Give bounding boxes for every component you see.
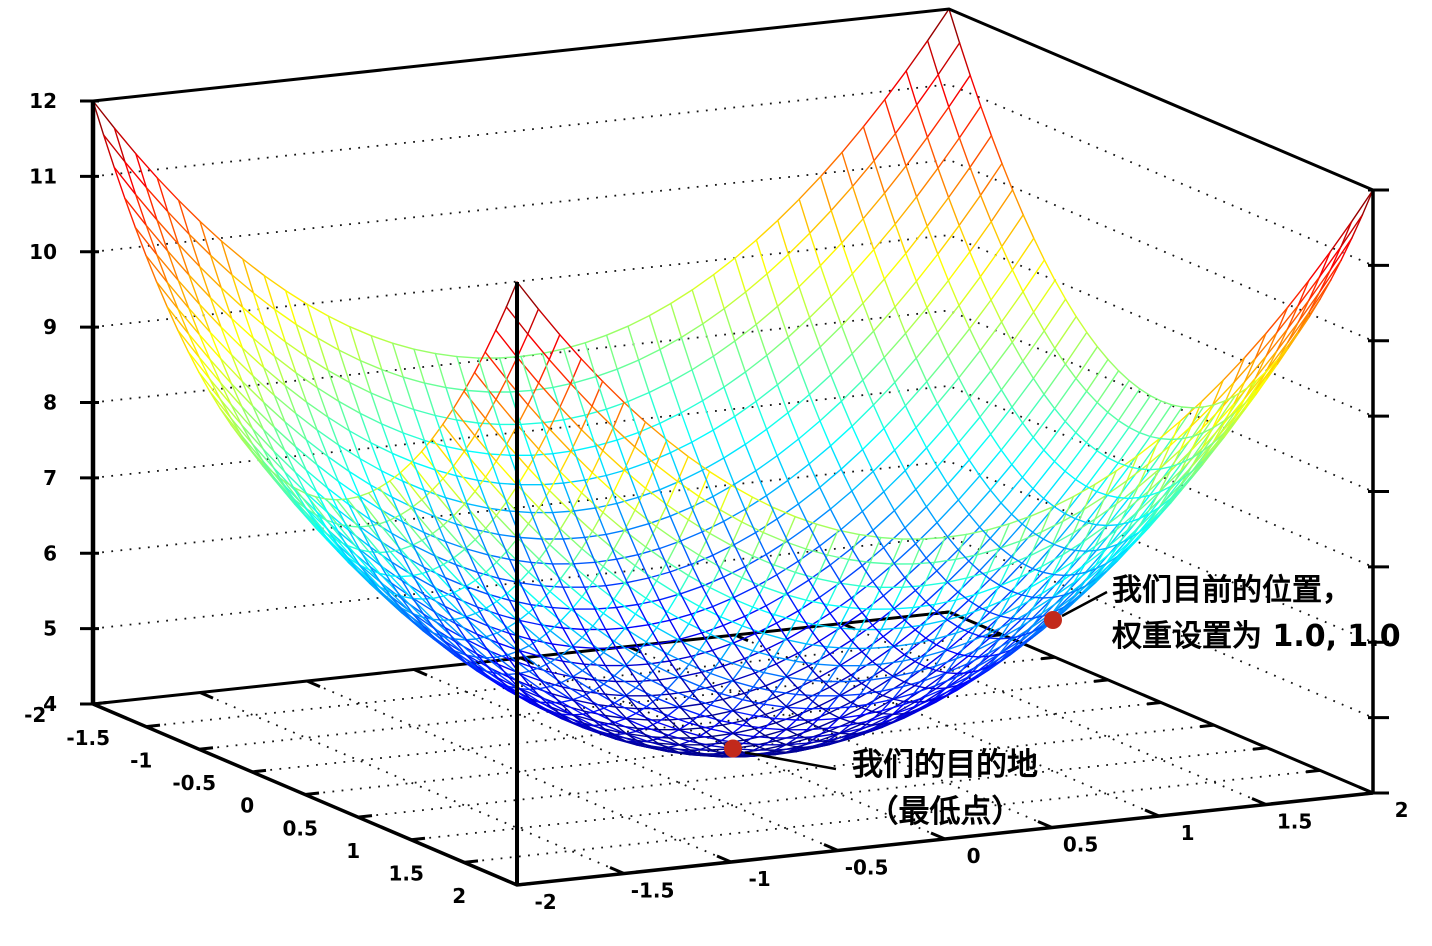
x-tick-label: -1 bbox=[130, 749, 152, 773]
x-tick-label: 1 bbox=[346, 839, 360, 863]
annotation-destination-line2: （最低点） bbox=[867, 794, 1023, 830]
leader-line-destination bbox=[744, 751, 837, 771]
z-tick-label: 12 bbox=[29, 89, 57, 113]
annotation-current-position: 我们目前的位置， 权重设置为 1.0, 1.0 bbox=[1112, 568, 1401, 660]
z-tick-label: 8 bbox=[43, 391, 57, 415]
z-tick-label: 6 bbox=[43, 541, 57, 565]
z-tick-label: 7 bbox=[43, 466, 57, 490]
y-tick-label: 0.5 bbox=[1063, 833, 1098, 857]
annotation-destination-line1: 我们的目的地 bbox=[852, 747, 1038, 783]
annotation-current-line2: 权重设置为 1.0, 1.0 bbox=[1112, 619, 1401, 654]
y-tick-label: -1 bbox=[748, 867, 770, 891]
x-tick-label: 0 bbox=[240, 794, 254, 818]
y-tick-label: 1 bbox=[1181, 821, 1195, 845]
annotation-current-line1: 我们目前的位置， bbox=[1112, 573, 1352, 608]
annotation-destination: 我们的目的地 （最低点） bbox=[840, 742, 1050, 836]
x-tick-label: 0.5 bbox=[282, 816, 317, 840]
leader-line-current bbox=[1061, 590, 1108, 618]
upper-box-edges bbox=[80, 7, 1389, 885]
x-tick-label: 1.5 bbox=[388, 862, 423, 886]
z-tick-label: 5 bbox=[43, 617, 57, 641]
x-tick-label: -0.5 bbox=[172, 771, 216, 795]
y-tick-label: -0.5 bbox=[845, 856, 889, 880]
z-tick-label: 11 bbox=[29, 164, 57, 188]
point-destination bbox=[724, 739, 742, 758]
z-tick-label: 10 bbox=[29, 240, 57, 264]
y-tick-label: 0 bbox=[967, 844, 981, 868]
annotated-points bbox=[724, 590, 1108, 771]
x-tick-label: -2 bbox=[24, 703, 46, 727]
y-tick-label: 1.5 bbox=[1277, 810, 1312, 834]
surface-mesh bbox=[92, 8, 1374, 758]
z-tick-label: 9 bbox=[43, 315, 57, 339]
y-tick-label: -2 bbox=[534, 890, 556, 914]
point-current-position bbox=[1044, 611, 1062, 629]
y-tick-label: -1.5 bbox=[631, 879, 675, 903]
x-tick-label: 2 bbox=[452, 884, 466, 908]
y-tick-label: 2 bbox=[1395, 798, 1409, 822]
z-tick-label: 4 bbox=[43, 692, 57, 716]
x-tick-label: -1.5 bbox=[66, 726, 110, 750]
